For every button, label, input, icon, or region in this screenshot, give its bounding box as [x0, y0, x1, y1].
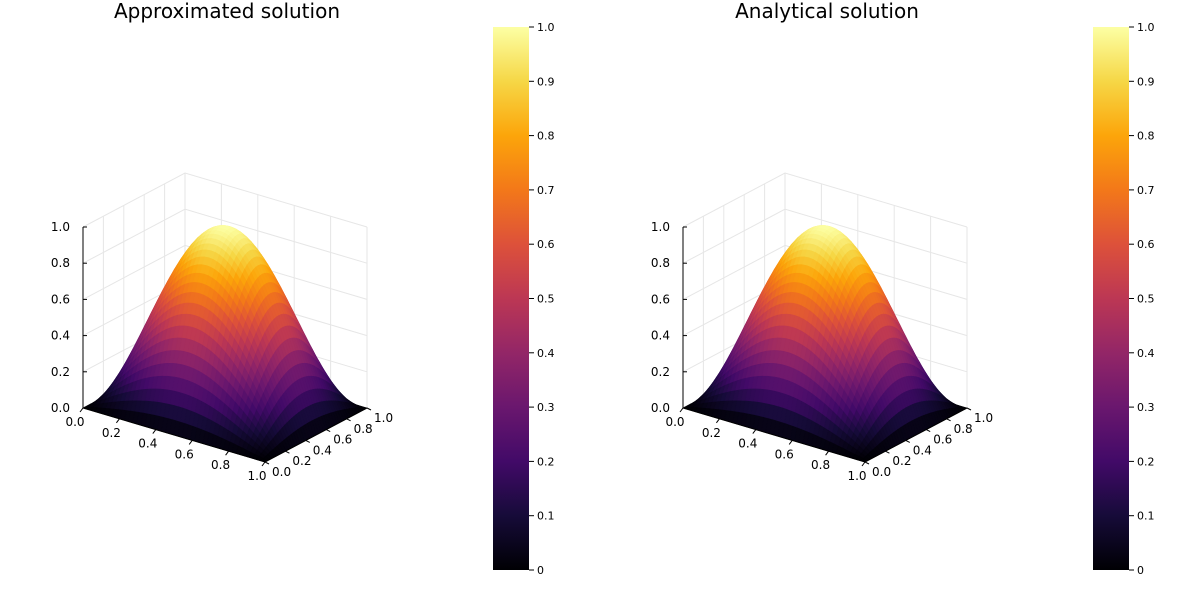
z-tick-label: 0.8: [51, 256, 70, 270]
z-tick-label: 0.6: [651, 292, 670, 306]
colorbar-tick-label: 0.4: [1137, 347, 1155, 360]
z-tick-label: 0.8: [651, 256, 670, 270]
y-axis: [264, 407, 368, 463]
y-tick-label: 0.0: [872, 465, 891, 479]
y-tick-label: 0.4: [313, 443, 332, 457]
z-tick-label: 0.2: [651, 365, 670, 379]
x-tick-label: 0.8: [811, 458, 830, 472]
x-tick-label: 0.6: [775, 447, 794, 461]
x-tick-label: 0.0: [665, 415, 684, 429]
colorbar-tick-label: 0.2: [537, 455, 555, 468]
x-tick-label: 0.4: [738, 437, 757, 451]
x-tick-label: 0.2: [102, 426, 121, 440]
x-tick-label: 1.0: [247, 469, 266, 483]
z-tick-label: 1.0: [51, 220, 70, 234]
z-tick-label: 0.4: [651, 329, 670, 343]
colorbar: 0 0.1 0.2 0.3 0.4 0.5 0.6 0.7 0.8 0.9 1.0: [493, 21, 555, 577]
colorbar-tick-label: 0.5: [537, 293, 555, 306]
y-tick-label: 1.0: [974, 411, 993, 425]
colorbar-tick-label: 0.7: [537, 184, 555, 197]
colorbar-tick-label: 0.3: [537, 401, 555, 414]
colorbar-tick-label: 0.9: [537, 75, 555, 88]
colorbar-tick-label: 0.5: [1137, 293, 1155, 306]
colorbar-tick-label: 0.4: [537, 347, 555, 360]
colorbar-tick-label: 0.3: [1137, 401, 1155, 414]
z-tick-label: 0.4: [51, 329, 70, 343]
chart-title: Approximated solution: [114, 0, 340, 23]
z-tick-label: 0.6: [51, 292, 70, 306]
axes: 0.00.20.40.60.81.0 0.00.20.40.60.81.00.00…: [651, 220, 993, 483]
colorbar-tick-label: 0.2: [1137, 455, 1155, 468]
z-tick-label: 0.0: [51, 401, 70, 415]
y-tick-label: 1.0: [374, 411, 393, 425]
y-tick-label: 0.8: [954, 422, 973, 436]
colorbar-tick-label: 0.1: [1137, 510, 1155, 523]
colorbar-tick-label: 1.0: [1137, 21, 1155, 34]
colorbar-gradient: [1093, 27, 1129, 570]
y-tick-label: 0.2: [892, 454, 911, 468]
axes: 0.00.20.40.60.81.0 0.00.20.40.60.81.00.00…: [51, 220, 393, 483]
chart-title: Analytical solution: [735, 0, 919, 23]
colorbar-tick-label: 0.8: [537, 130, 555, 143]
x-tick-label: 0.2: [702, 426, 721, 440]
colorbar-gradient: [493, 27, 529, 570]
y-tick-label: 0.6: [933, 433, 952, 447]
x-tick-label: 0.4: [138, 437, 157, 451]
x-axis: [682, 407, 866, 463]
y-tick-label: 0.4: [913, 443, 932, 457]
x-tick-label: 0.8: [211, 458, 230, 472]
colorbar-tick-label: 0.7: [1137, 184, 1155, 197]
z-tick-label: 0.0: [651, 401, 670, 415]
colorbar-tick-label: 0.1: [537, 510, 555, 523]
colorbar-tick-label: 0.6: [1137, 238, 1155, 251]
colorbar-tick-label: 0: [1137, 564, 1144, 577]
y-tick-label: 0.0: [272, 465, 291, 479]
x-axis: [82, 407, 266, 463]
colorbar-tick-label: 0.8: [1137, 130, 1155, 143]
colorbar-tick-label: 1.0: [537, 21, 555, 34]
surface-mesh: [682, 225, 968, 463]
y-tick-label: 0.2: [292, 454, 311, 468]
colorbar-tick-label: 0: [537, 564, 544, 577]
y-tick-label: 0.8: [354, 422, 373, 436]
z-tick-label: 0.2: [51, 365, 70, 379]
x-tick-label: 1.0: [847, 469, 866, 483]
z-tick-label: 1.0: [651, 220, 670, 234]
colorbar: 0 0.1 0.2 0.3 0.4 0.5 0.6 0.7 0.8 0.9 1.0: [1093, 21, 1155, 577]
colorbar-tick-label: 0.9: [1137, 75, 1155, 88]
y-tick-label: 0.6: [333, 433, 352, 447]
x-tick-label: 0.6: [175, 447, 194, 461]
x-tick-label: 0.0: [65, 415, 84, 429]
colorbar-tick-label: 0.6: [537, 238, 555, 251]
y-axis: [864, 407, 968, 463]
surface-mesh: [82, 225, 368, 463]
